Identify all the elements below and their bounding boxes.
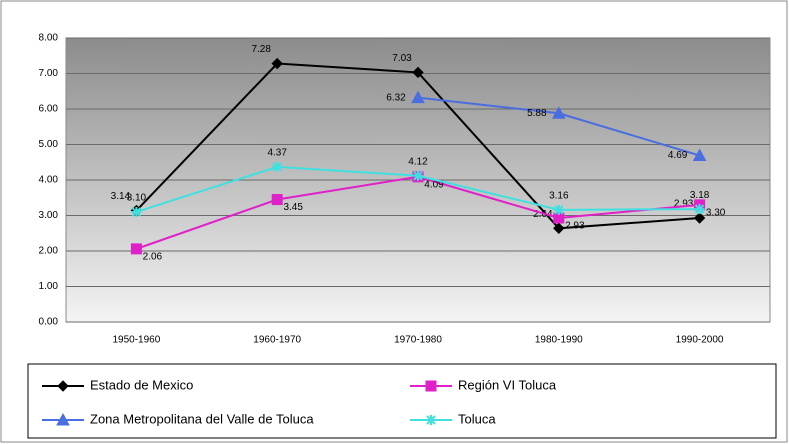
data-point — [271, 57, 283, 70]
data-label: 2.93 — [565, 221, 585, 232]
y-tick-label: 0.00 — [39, 317, 59, 328]
data-point — [553, 204, 564, 215]
y-tick-label: 2.00 — [39, 246, 59, 257]
x-tick-label: 1970-1980 — [394, 335, 442, 346]
data-label: 3.14 — [111, 191, 131, 202]
data-point — [693, 212, 706, 224]
data-label: 2.64 — [533, 209, 553, 220]
y-tick-label: 3.00 — [39, 210, 59, 221]
data-label: 2.06 — [143, 252, 163, 263]
data-label: 3.10 — [127, 193, 147, 204]
legend-label: Región VI Toluca — [458, 377, 557, 392]
legend-marker — [425, 380, 437, 392]
legend-marker — [426, 415, 436, 425]
legend-marker — [56, 412, 70, 426]
data-label: 3.30 — [706, 207, 726, 218]
data-label: 3.45 — [283, 202, 303, 213]
data-point — [553, 222, 565, 234]
legend-marker — [57, 380, 69, 392]
x-tick-label: 1990-2000 — [676, 335, 724, 346]
data-label: 3.18 — [690, 190, 710, 201]
data-label: 3.16 — [549, 190, 569, 201]
data-point — [131, 206, 142, 217]
data-label: 4.12 — [408, 156, 428, 167]
data-point — [694, 204, 705, 215]
data-point — [272, 161, 283, 172]
data-label: 4.69 — [668, 150, 688, 161]
data-label: 5.88 — [527, 108, 547, 119]
y-tick-label: 6.00 — [39, 104, 59, 115]
data-point — [411, 90, 425, 104]
data-point — [692, 148, 707, 162]
data-label: 2.93 — [674, 199, 694, 210]
data-label: 4.37 — [267, 148, 287, 159]
data-point — [130, 243, 142, 255]
data-label: 7.03 — [392, 53, 412, 64]
y-tick-label: 8.00 — [39, 33, 59, 44]
data-point — [412, 66, 424, 79]
data-point — [271, 194, 283, 206]
data-label: 7.28 — [251, 44, 271, 55]
y-tick-label: 1.00 — [39, 281, 59, 292]
x-tick-label: 1950-1960 — [112, 335, 160, 346]
data-label: 4.09 — [424, 179, 444, 190]
y-tick-label: 7.00 — [39, 68, 59, 79]
legend-label: Toluca — [458, 411, 496, 426]
y-tick-label: 4.00 — [39, 175, 59, 186]
x-tick-label: 1980-1990 — [535, 335, 583, 346]
data-point — [413, 170, 423, 181]
legend-box — [27, 363, 777, 439]
data-point — [551, 106, 566, 119]
legend-label: Estado de Mexico — [90, 377, 193, 392]
legend-label: Zona Metropolitana del Valle de Toluca — [90, 411, 314, 426]
x-tick-label: 1960-1970 — [253, 335, 301, 346]
data-label: 6.32 — [386, 92, 406, 103]
y-tick-label: 5.00 — [39, 139, 59, 150]
